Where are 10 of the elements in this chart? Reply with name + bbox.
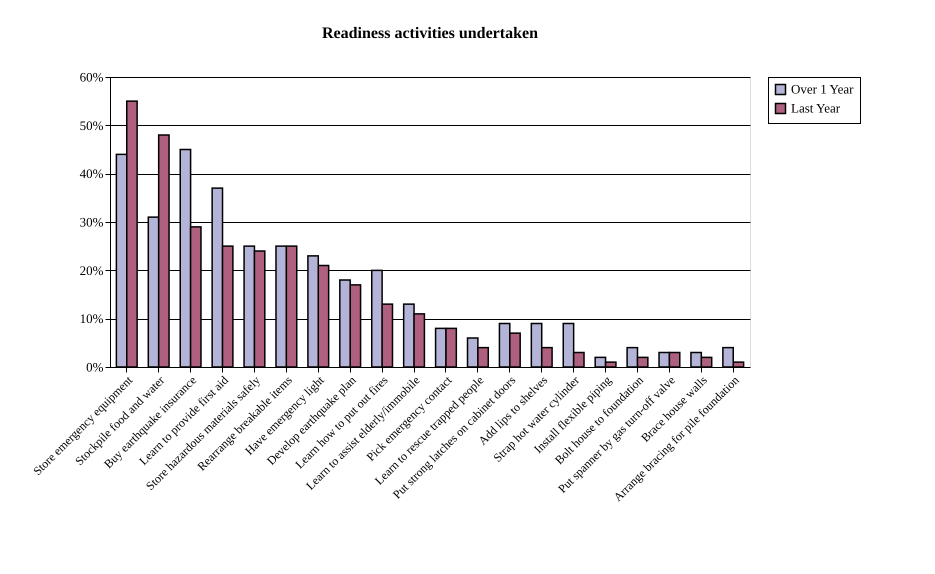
y-tick-label: 40% — [80, 166, 104, 182]
y-tick-label: 50% — [80, 118, 104, 133]
y-tick-label: 20% — [80, 262, 104, 278]
y-tick-label: 0% — [86, 360, 104, 374]
y-tick-label: 30% — [80, 214, 104, 230]
chart-title: Readiness activities undertaken — [322, 25, 538, 42]
legend-label: Over 1 Year — [791, 82, 854, 96]
legend-label: Last Year — [791, 100, 841, 116]
y-tick-label: 60% — [80, 70, 104, 84]
y-tick-label: 10% — [80, 311, 104, 326]
